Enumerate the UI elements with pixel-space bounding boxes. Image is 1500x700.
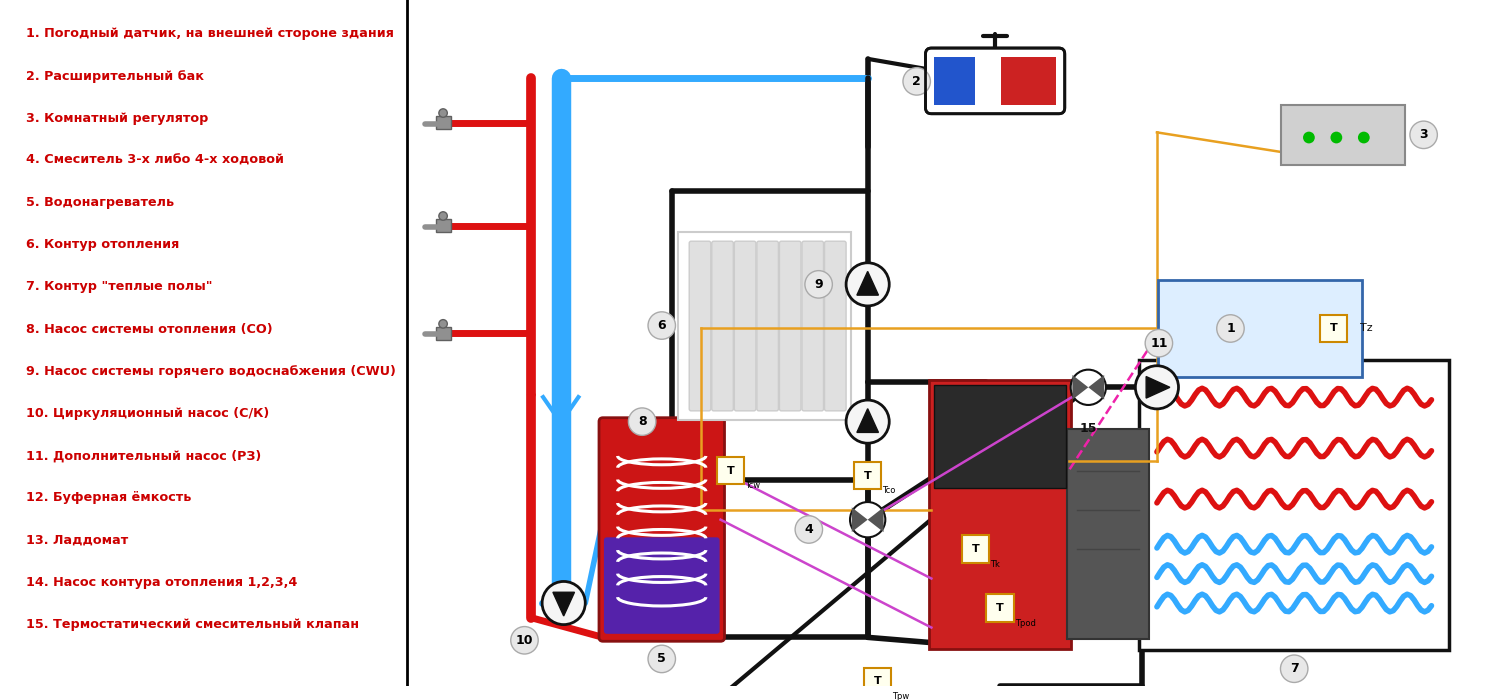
Circle shape — [806, 271, 832, 298]
FancyBboxPatch shape — [864, 668, 891, 695]
FancyBboxPatch shape — [678, 232, 850, 420]
Text: Tpod: Tpod — [1014, 619, 1035, 628]
Text: 12. Буферная ёмкость: 12. Буферная ёмкость — [27, 491, 192, 504]
Circle shape — [510, 626, 538, 654]
Text: 4: 4 — [804, 523, 813, 536]
FancyBboxPatch shape — [802, 241, 824, 411]
Circle shape — [846, 400, 889, 443]
FancyBboxPatch shape — [853, 462, 882, 489]
Text: 10. Циркуляционный насос (С/К): 10. Циркуляционный насос (С/К) — [27, 407, 270, 420]
Circle shape — [440, 320, 447, 328]
Circle shape — [1304, 132, 1316, 144]
FancyBboxPatch shape — [598, 418, 724, 641]
Polygon shape — [554, 592, 574, 616]
FancyBboxPatch shape — [934, 386, 1065, 488]
Circle shape — [795, 516, 822, 543]
Text: Tpw: Tpw — [892, 692, 909, 700]
Text: 1. Погодный датчик, на внешней стороне здания: 1. Погодный датчик, на внешней стороне з… — [27, 27, 395, 41]
Text: 11. Дополнительный насос (РЗ): 11. Дополнительный насос (РЗ) — [27, 449, 261, 462]
Polygon shape — [856, 272, 879, 295]
Text: 7. Контур "теплые полы": 7. Контур "теплые полы" — [27, 281, 213, 293]
Polygon shape — [856, 409, 879, 433]
Text: 10: 10 — [516, 634, 532, 647]
FancyBboxPatch shape — [435, 327, 450, 340]
Text: T: T — [873, 676, 882, 687]
Text: 2. Расширительный бак: 2. Расширительный бак — [27, 69, 204, 83]
Text: 5. Водонагреватель: 5. Водонагреватель — [27, 196, 174, 209]
Text: 9. Насос системы горячего водоснабжения (CWU): 9. Насос системы горячего водоснабжения … — [27, 365, 396, 378]
Text: 8. Насос системы отопления (СО): 8. Насос системы отопления (СО) — [27, 323, 273, 335]
Text: 11: 11 — [1150, 337, 1167, 350]
Circle shape — [846, 262, 889, 306]
FancyBboxPatch shape — [780, 241, 801, 411]
Circle shape — [1410, 121, 1437, 148]
Text: 3: 3 — [1419, 128, 1428, 141]
Text: T: T — [996, 603, 1004, 613]
Circle shape — [542, 582, 585, 624]
Text: T: T — [864, 470, 871, 481]
Circle shape — [1330, 132, 1342, 144]
FancyBboxPatch shape — [825, 241, 846, 411]
Circle shape — [648, 645, 675, 673]
Text: 9: 9 — [815, 278, 824, 291]
FancyBboxPatch shape — [717, 457, 744, 484]
FancyBboxPatch shape — [604, 538, 720, 634]
FancyBboxPatch shape — [688, 241, 711, 411]
Circle shape — [1358, 132, 1370, 144]
Text: 15. Термостатический смесительный клапан: 15. Термостатический смесительный клапан — [27, 617, 360, 631]
Polygon shape — [852, 508, 867, 532]
FancyBboxPatch shape — [1281, 105, 1406, 164]
FancyBboxPatch shape — [435, 116, 450, 129]
FancyBboxPatch shape — [758, 241, 778, 411]
Polygon shape — [1146, 377, 1170, 398]
Circle shape — [648, 312, 675, 340]
Circle shape — [1144, 330, 1173, 357]
Text: Tk: Tk — [990, 560, 1000, 569]
FancyBboxPatch shape — [712, 241, 734, 411]
Text: T: T — [726, 466, 735, 476]
Text: 8: 8 — [638, 415, 646, 428]
Circle shape — [628, 408, 656, 435]
FancyBboxPatch shape — [1320, 315, 1347, 342]
Text: 7: 7 — [1290, 662, 1299, 676]
Polygon shape — [1089, 375, 1104, 400]
Text: Tco: Tco — [882, 486, 896, 496]
Text: Tcw: Tcw — [746, 482, 760, 491]
Text: 2: 2 — [912, 75, 921, 88]
Circle shape — [850, 502, 885, 538]
FancyBboxPatch shape — [1140, 360, 1449, 650]
Circle shape — [1071, 370, 1106, 405]
Text: 15: 15 — [1080, 421, 1096, 435]
Circle shape — [440, 212, 447, 220]
Text: T: T — [972, 544, 980, 554]
Text: 4. Смеситель 3-х либо 4-х ходовой: 4. Смеситель 3-х либо 4-х ходовой — [27, 154, 285, 167]
FancyBboxPatch shape — [934, 57, 976, 105]
FancyBboxPatch shape — [735, 241, 756, 411]
FancyBboxPatch shape — [926, 48, 1065, 113]
FancyBboxPatch shape — [930, 381, 1071, 649]
Text: T: T — [1329, 323, 1338, 333]
Text: 13. Ладдомат: 13. Ладдомат — [27, 533, 129, 547]
Text: 6. Контур отопления: 6. Контур отопления — [27, 238, 180, 251]
FancyBboxPatch shape — [987, 594, 1014, 622]
Polygon shape — [867, 508, 883, 532]
FancyBboxPatch shape — [975, 57, 1016, 105]
Text: 1: 1 — [1226, 322, 1234, 335]
Circle shape — [1216, 315, 1243, 342]
FancyBboxPatch shape — [1066, 430, 1149, 639]
FancyBboxPatch shape — [1158, 281, 1362, 377]
Circle shape — [1136, 365, 1179, 409]
Polygon shape — [1072, 375, 1089, 400]
Text: 6: 6 — [657, 319, 666, 332]
Text: 3. Комнатный регулятор: 3. Комнатный регулятор — [27, 112, 209, 125]
Text: Tz: Tz — [1360, 323, 1372, 333]
FancyBboxPatch shape — [962, 536, 990, 563]
Circle shape — [903, 68, 930, 95]
Circle shape — [1281, 655, 1308, 682]
Circle shape — [440, 108, 447, 118]
FancyBboxPatch shape — [1000, 57, 1056, 105]
FancyBboxPatch shape — [435, 219, 450, 232]
Text: 14. Насос контура отопления 1,2,3,4: 14. Насос контура отопления 1,2,3,4 — [27, 575, 297, 589]
Text: 5: 5 — [657, 652, 666, 666]
